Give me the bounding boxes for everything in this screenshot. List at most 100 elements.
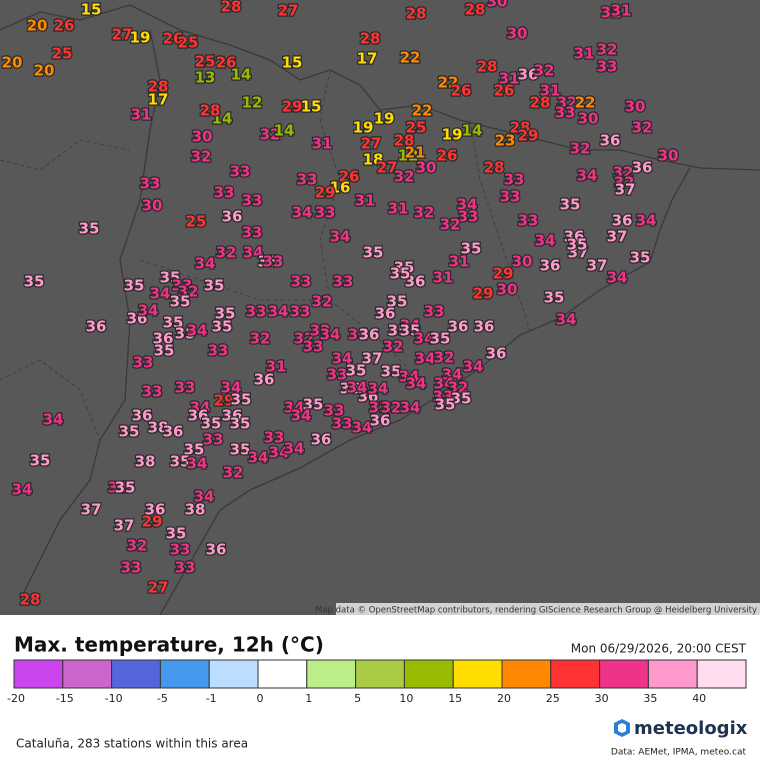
station-value: 34 bbox=[268, 303, 289, 321]
station-value: 37 bbox=[114, 517, 135, 535]
station-value: 18 bbox=[363, 151, 384, 169]
station-value: 19 bbox=[130, 29, 151, 47]
station-value: 34 bbox=[457, 196, 478, 214]
station-value: 33 bbox=[324, 402, 345, 420]
station-value: 34 bbox=[284, 399, 305, 417]
station-value: 33 bbox=[214, 184, 235, 202]
station-value: 35 bbox=[230, 441, 251, 459]
station-value: 33 bbox=[203, 431, 224, 449]
station-value: 34 bbox=[330, 228, 351, 246]
province-border bbox=[319, 69, 421, 381]
station-value: 34 bbox=[194, 488, 215, 506]
station-value: 35 bbox=[215, 305, 236, 323]
station-value: 33 bbox=[518, 212, 539, 230]
station-value: 25 bbox=[178, 34, 199, 52]
station-value: 34 bbox=[292, 204, 313, 222]
legend-swatch bbox=[306, 659, 357, 689]
station-value: 36 bbox=[600, 132, 621, 150]
station-value: 36 bbox=[222, 208, 243, 226]
station-value: 35 bbox=[79, 220, 100, 238]
station-value: 34 bbox=[347, 379, 368, 397]
legend-label: 0 bbox=[257, 692, 264, 705]
station-value: 28 bbox=[200, 102, 221, 120]
station-value: 34 bbox=[190, 399, 211, 417]
station-value: 35 bbox=[451, 390, 472, 408]
title: Max. temperature, 12h (°C) bbox=[14, 633, 324, 657]
station-value: 28 bbox=[530, 94, 551, 112]
station-value: 28 bbox=[360, 30, 381, 48]
station-value: 35 bbox=[163, 314, 184, 332]
station-value: 36 bbox=[486, 345, 507, 363]
station-value: 37 bbox=[615, 181, 636, 199]
station-value: 35 bbox=[119, 423, 140, 441]
station-value: 36 bbox=[153, 330, 174, 348]
station-value: 36 bbox=[254, 371, 275, 389]
station-value: 33 bbox=[555, 104, 576, 122]
station-value: 32 bbox=[414, 204, 435, 222]
station-value: 26 bbox=[494, 82, 515, 100]
legend-label: 30 bbox=[595, 692, 609, 705]
station-value: 32 bbox=[381, 399, 402, 417]
station-value: 34 bbox=[352, 419, 373, 437]
station-value: 34 bbox=[43, 411, 64, 429]
station-value: 36 bbox=[222, 407, 243, 425]
station-value: 35 bbox=[388, 322, 409, 340]
station-value: 32 bbox=[369, 399, 390, 417]
station-value: 36 bbox=[375, 305, 396, 323]
station-value: 34 bbox=[406, 375, 427, 393]
station-value: 29 bbox=[473, 285, 494, 303]
station-value: 33 bbox=[504, 171, 525, 189]
station-value: 32 bbox=[260, 126, 281, 144]
station-value: 29 bbox=[214, 392, 235, 410]
station-value: 33 bbox=[264, 429, 285, 447]
station-value: 35 bbox=[212, 318, 233, 336]
logo: meteologix bbox=[614, 718, 748, 739]
legend-swatch bbox=[257, 659, 308, 689]
station-value: 15 bbox=[81, 1, 102, 19]
station-value: 38 bbox=[185, 501, 206, 519]
legend-label: -1 bbox=[206, 692, 217, 705]
station-value: 34 bbox=[636, 212, 657, 230]
station-value: 36 bbox=[86, 318, 107, 336]
legend-label: 40 bbox=[692, 692, 706, 705]
country-border bbox=[0, 4, 760, 171]
legend-label: 15 bbox=[448, 692, 462, 705]
station-value: 36 bbox=[311, 431, 332, 449]
station-value: 36 bbox=[564, 228, 585, 246]
station-value: 28 bbox=[484, 159, 505, 177]
station-value: 30 bbox=[192, 128, 213, 146]
station-value: 31 bbox=[540, 82, 561, 100]
station-value: 34 bbox=[434, 375, 455, 393]
station-value: 32 bbox=[178, 283, 199, 301]
station-value: 35 bbox=[390, 265, 411, 283]
station-value: 14 bbox=[231, 66, 252, 84]
station-value: 27 bbox=[361, 135, 382, 153]
station-value: 32 bbox=[250, 330, 271, 348]
station-value: 17 bbox=[357, 50, 378, 68]
legend-label: 20 bbox=[497, 692, 511, 705]
station-value: 26 bbox=[163, 30, 184, 48]
station-value: 33 bbox=[424, 303, 445, 321]
legend-label: 5 bbox=[354, 692, 361, 705]
station-value: 36 bbox=[540, 257, 561, 275]
station-value: 32 bbox=[127, 537, 148, 555]
station-value: 35 bbox=[201, 415, 222, 433]
station-value: 34 bbox=[291, 407, 312, 425]
station-value: 22 bbox=[412, 102, 433, 120]
legend-swatch bbox=[111, 659, 161, 689]
station-value: 36 bbox=[370, 412, 391, 430]
legend-label: -15 bbox=[56, 692, 74, 705]
station-value: 28 bbox=[20, 591, 41, 609]
station-value: 37 bbox=[81, 501, 102, 519]
station-value: 33 bbox=[263, 253, 284, 271]
station-value: 36 bbox=[358, 388, 379, 406]
station-value: 27 bbox=[377, 159, 398, 177]
station-value: 34 bbox=[138, 302, 159, 320]
station-value: 36 bbox=[340, 380, 361, 398]
station-value: 14 bbox=[274, 122, 295, 140]
station-value: 26 bbox=[54, 17, 75, 35]
station-value: 34 bbox=[320, 326, 341, 344]
station-value: 33 bbox=[230, 163, 251, 181]
station-value: 28 bbox=[148, 78, 169, 96]
station-value: 35 bbox=[166, 525, 187, 543]
